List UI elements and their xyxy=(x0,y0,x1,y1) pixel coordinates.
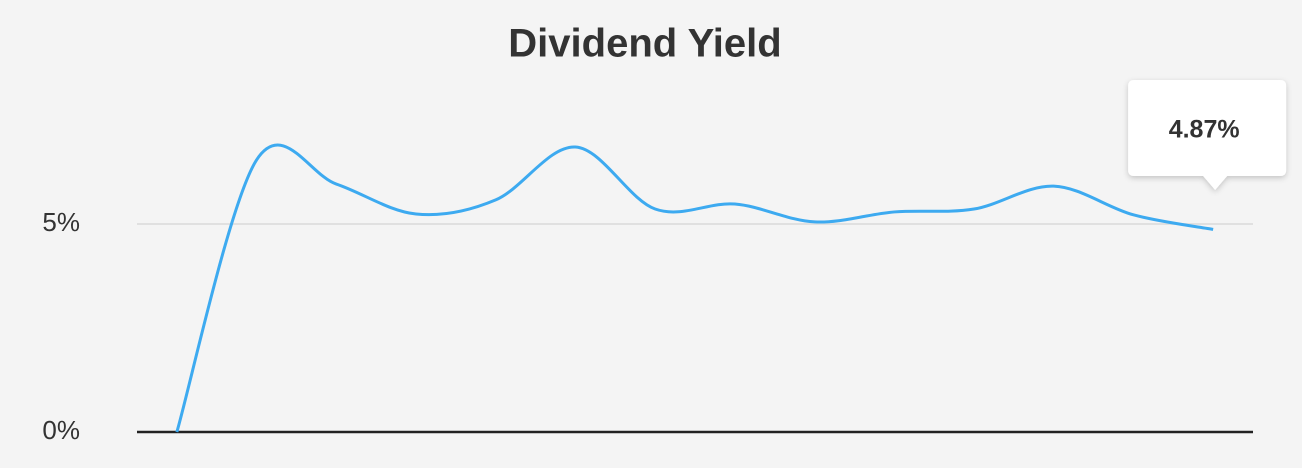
y-tick-label: 5% xyxy=(42,207,80,237)
tooltip-box xyxy=(1128,80,1287,190)
y-tick-label: 0% xyxy=(42,415,80,445)
chart-title: Dividend Yield xyxy=(508,22,781,66)
line xyxy=(175,143,1214,433)
tooltip-label: 4.87% xyxy=(1169,116,1240,144)
